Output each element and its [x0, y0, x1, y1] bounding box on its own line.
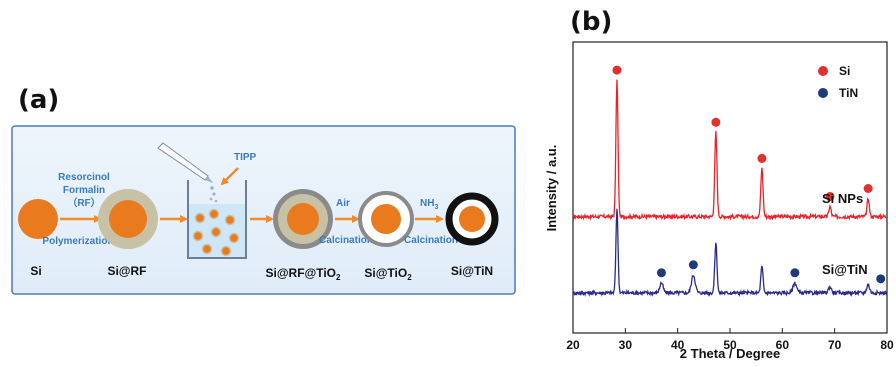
nh3-label: NH3	[420, 198, 438, 211]
series-label-si-tin: Si@TiN	[822, 262, 868, 277]
series-line-si-tin	[572, 208, 888, 298]
panel-a-label: (a)	[18, 85, 59, 115]
panel-a: (a) Resorcinol Formalin （RF） Polymerizat…	[11, 85, 516, 295]
calcination-label-2: Calcination	[404, 235, 458, 246]
x-tick-label: 80	[880, 338, 894, 352]
si-particle	[18, 199, 58, 239]
tin-peak-marker	[688, 260, 698, 270]
panel-b: (b) 20 30 40 50 60 70 80 2 Theta / Degree Inte…	[544, 7, 894, 361]
x-tick-label: 70	[828, 338, 842, 352]
xrd-chart: 20 30 40 50 60 70 80 2 Theta / Degree Intensit…	[544, 41, 894, 361]
si-rf-core	[109, 200, 147, 238]
name-si-rf-tio2: Si@RF@TiO2	[266, 266, 342, 282]
tipp-label: TIPP	[234, 152, 257, 163]
si-peak-marker	[612, 65, 622, 75]
legend-tin-label: TiN	[839, 86, 858, 100]
legend-tin-marker	[818, 88, 828, 98]
tin-peak-marker	[876, 274, 886, 284]
calcination-label-1: Calcination	[319, 235, 373, 246]
scheme-frame	[11, 125, 516, 295]
air-label: Air	[336, 198, 350, 209]
x-tick-label: 20	[566, 338, 580, 352]
marker-layer	[612, 65, 886, 284]
name-si-tin: Si@TiN	[451, 264, 493, 278]
y-axis-title: Intensity / a.u.	[544, 145, 559, 232]
formalin-label: Formalin	[63, 185, 105, 196]
x-tick-label: 40	[671, 338, 685, 352]
si-rf-tio2-core	[287, 203, 319, 235]
x-tick-label: 30	[619, 338, 633, 352]
x-axis-ticks: 20 30 40 50 60 70 80	[566, 328, 894, 352]
legend-si-label: Si	[839, 64, 850, 78]
si-tio2-core	[371, 204, 401, 234]
si-peak-marker	[825, 192, 835, 202]
si-peak-marker	[757, 153, 767, 163]
si-tin-core	[459, 206, 485, 232]
legend: Si TiN	[818, 64, 858, 100]
resorcinol-label: Resorcinol	[58, 172, 110, 183]
polymerization-label: Polymerization	[42, 236, 113, 247]
tin-peak-marker	[656, 268, 666, 278]
series-layer	[572, 79, 888, 298]
tin-peak-marker	[790, 268, 800, 278]
name-si-rf: Si@RF	[107, 264, 146, 278]
beaker-icon	[187, 180, 247, 259]
series-label-si-nps: Si NPs	[822, 191, 863, 206]
panel-b-label: (b)	[570, 7, 612, 37]
legend-si-marker	[818, 66, 828, 76]
si-peak-marker	[711, 117, 721, 127]
pipette-icon	[157, 142, 218, 203]
x-tick-label: 60	[776, 338, 790, 352]
si-peak-marker	[863, 184, 873, 194]
tipp-arrow	[220, 167, 239, 186]
name-si-tio2: Si@TiO2	[364, 266, 412, 282]
name-si: Si	[30, 264, 41, 278]
x-axis-title: 2 Theta / Degree	[680, 346, 780, 361]
series-line-si-nps	[572, 79, 888, 221]
x-tick-label: 50	[723, 338, 737, 352]
rf-label: （RF）	[67, 196, 100, 209]
